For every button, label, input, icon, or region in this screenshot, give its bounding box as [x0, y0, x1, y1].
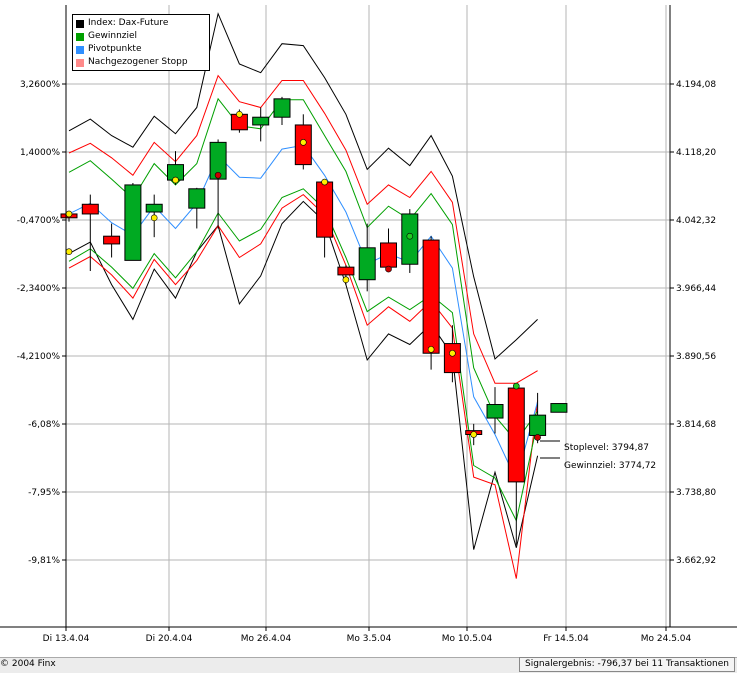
series-green-upper [68, 97, 539, 443]
x-tick-label: Mo 3.5.04 [347, 634, 392, 644]
legend-swatch [76, 58, 84, 67]
candle-body [358, 247, 376, 281]
left-tick-label: -9,81% [28, 556, 60, 566]
annotations: Stoplevel: 3794,87 Gewinnziel: 3774,72 [540, 440, 656, 471]
stopp-annotation: Stoplevel: 3794,87 [564, 443, 649, 453]
left-tick-label: 3,2600% [20, 80, 60, 90]
status-readout: Signalergebnis: -796,37 bei 11 Transakti… [519, 657, 735, 672]
candle-body [422, 239, 440, 354]
candle-body [103, 235, 121, 245]
candle-body [337, 266, 355, 276]
candle-body [81, 203, 99, 215]
grid-lines [65, 5, 670, 627]
legend-swatch [76, 45, 84, 54]
right-tick-label: 3.814,68 [676, 420, 716, 430]
legend-swatch [76, 32, 84, 41]
left-tick-label: -2,3400% [17, 284, 61, 294]
candle-body [486, 404, 504, 419]
candle-body [507, 387, 525, 483]
marker-dot [534, 434, 541, 441]
candle-body [550, 403, 568, 413]
plot-area [66, 5, 670, 627]
candle-body [273, 98, 291, 118]
marker-dot [449, 349, 456, 357]
legend-label: Gewinnziel [88, 31, 138, 41]
series-black-upper [68, 12, 538, 360]
marker-dot [342, 276, 350, 284]
right-tick-label: 4.194,08 [676, 80, 716, 90]
left-tick-label: 1,4000% [20, 148, 60, 158]
marker-dot [214, 171, 222, 179]
left-tick-label: -7,95% [28, 488, 60, 498]
marker-dot [321, 178, 328, 186]
candle-body [316, 181, 334, 238]
candle-body [380, 242, 397, 268]
copyright: © 2004 Finx [0, 659, 56, 669]
x-tick-label: Mo 10.5.04 [442, 634, 493, 644]
left-tick-label: -0,4700% [17, 216, 61, 226]
candle-body [124, 184, 142, 261]
right-tick-label: 3.966,44 [676, 284, 716, 294]
series-red-lower [68, 193, 539, 579]
candles [60, 96, 568, 545]
candle-body [145, 203, 163, 213]
series-red-upper [68, 74, 538, 384]
legend: Index: Dax-Future Gewinnziel Pivotpunkte… [72, 14, 210, 71]
candle-body [443, 343, 461, 374]
marker-dot [385, 265, 392, 273]
legend-item-pivotpunkte: Pivotpunkte [76, 43, 206, 56]
candle-body [252, 116, 270, 126]
legend-label: Nachgezogener Stopp [88, 57, 188, 67]
marker-dot [150, 214, 158, 222]
candle-body [188, 188, 206, 209]
legend-label: Index: Dax-Future [88, 18, 169, 28]
legend-label: Pivotpunkte [88, 44, 142, 54]
x-tick-label: Di 20.4.04 [146, 634, 193, 644]
right-tick-label: 4.042,32 [676, 216, 716, 226]
gewinn-annotation: Gewinnziel: 3774,72 [564, 461, 656, 471]
x-tick-label: Fr 14.5.04 [543, 634, 589, 644]
marker-dot [236, 111, 243, 118]
candle-body [209, 141, 227, 180]
legend-item-stopp: Nachgezogener Stopp [76, 56, 206, 69]
right-tick-label: 4.118,20 [676, 148, 716, 158]
marker-dot [512, 382, 520, 390]
candle-body [529, 414, 547, 436]
right-tick-label: 3.890,56 [676, 352, 716, 362]
legend-swatch [76, 19, 84, 28]
x-tick-label: Di 13.4.04 [43, 634, 90, 644]
marker-dot [406, 232, 414, 240]
marker-dot [65, 248, 73, 255]
marker-dot [172, 176, 179, 184]
series-black-lower [68, 200, 539, 550]
right-tick-label: 3.662,92 [676, 556, 716, 566]
left-tick-label: -4,2100% [17, 352, 61, 362]
marker-dot [470, 431, 478, 438]
legend-item-gewinnziel: Gewinnziel [76, 30, 206, 43]
left-tick-label: -6,08% [28, 420, 60, 430]
markers [65, 111, 541, 441]
x-tick-label: Mo 24.5.04 [641, 634, 692, 644]
marker-dot [65, 210, 73, 218]
marker-dot [427, 346, 435, 353]
marker-dot [299, 139, 307, 146]
axes: 3,2600% 1,4000% -0,4700% -2,3400% -4,2100% -6… [0, 5, 737, 644]
right-tick-label: 3.738,80 [676, 488, 716, 498]
legend-item-index: Index: Dax-Future [76, 17, 206, 30]
x-tick-label: Mo 26.4.04 [241, 634, 292, 644]
